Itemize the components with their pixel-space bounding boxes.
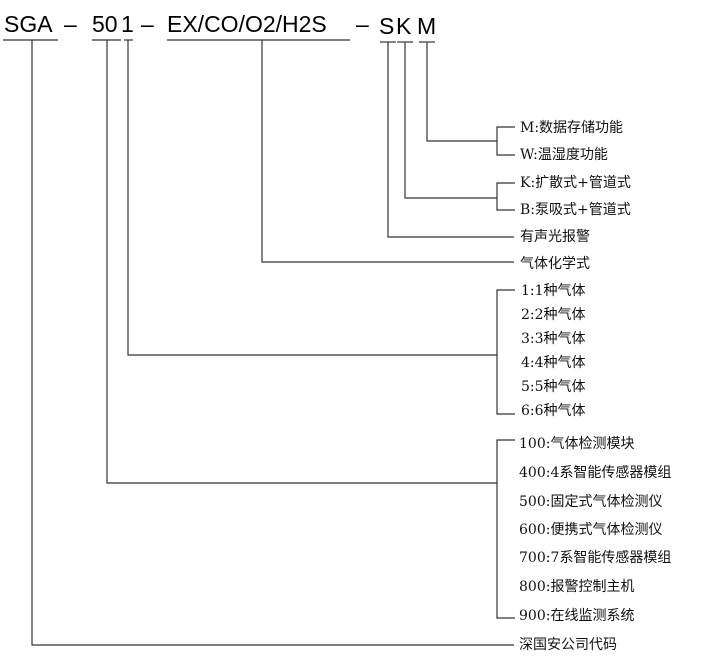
gas-count-options: 1:1种气体 2:2种气体 3:3种气体 4:4种气体 5:5种气体 6:6种气… [521, 283, 586, 419]
code-gas-count: 1 [121, 11, 134, 37]
model-code: SGA – 50 1 – EX/CO/O2/H2S – S K M [4, 11, 436, 39]
option-label: 4:4种气体 [521, 355, 586, 371]
code-alarm: S [379, 13, 394, 39]
series-options: 100:气体检测模块 400:4系智能传感器模组 500:固定式气体检测仪 60… [519, 436, 671, 624]
option-label: B:泵吸式+管道式 [520, 202, 631, 218]
option-label: 100:气体检测模块 [519, 436, 634, 452]
option-label: 1:1种气体 [521, 283, 586, 299]
option-label: M:数据存储功能 [520, 120, 623, 136]
alarm-label: 有声光报警 [520, 229, 590, 245]
option-label: K:扩散式+管道式 [520, 175, 631, 191]
option-label: 600:便携式气体检测仪 [519, 522, 662, 538]
option-label: 3:3种气体 [521, 331, 586, 347]
option-label: 6:6种气体 [521, 403, 586, 419]
code-separator: – [356, 11, 369, 37]
option-label: 5:5种气体 [521, 379, 586, 395]
mode-options: K:扩散式+管道式 B:泵吸式+管道式 [520, 175, 631, 218]
prefix-label: 深国安公司代码 [519, 637, 617, 653]
function-options: M:数据存储功能 W:温湿度功能 [520, 120, 623, 163]
code-mode: K [396, 13, 412, 39]
connector-lines [31, 40, 515, 646]
option-label: 400:4系智能传感器模组 [519, 464, 671, 481]
option-label: 2:2种气体 [521, 307, 586, 323]
option-label: 900:在线监测系统 [519, 608, 634, 624]
code-separator: – [141, 11, 154, 37]
gases-label: 气体化学式 [520, 256, 590, 272]
code-function: M [417, 13, 436, 39]
code-series: 50 [92, 11, 118, 37]
option-label: 800:报警控制主机 [519, 579, 634, 595]
option-label: 700:7系智能传感器模组 [519, 549, 671, 566]
underlines [3, 39, 435, 43]
code-separator: – [64, 11, 77, 37]
code-gases: EX/CO/O2/H2S [167, 11, 327, 37]
option-label: W:温湿度功能 [520, 147, 608, 163]
code-prefix: SGA [4, 11, 53, 37]
option-label: 500:固定式气体检测仪 [519, 494, 662, 510]
